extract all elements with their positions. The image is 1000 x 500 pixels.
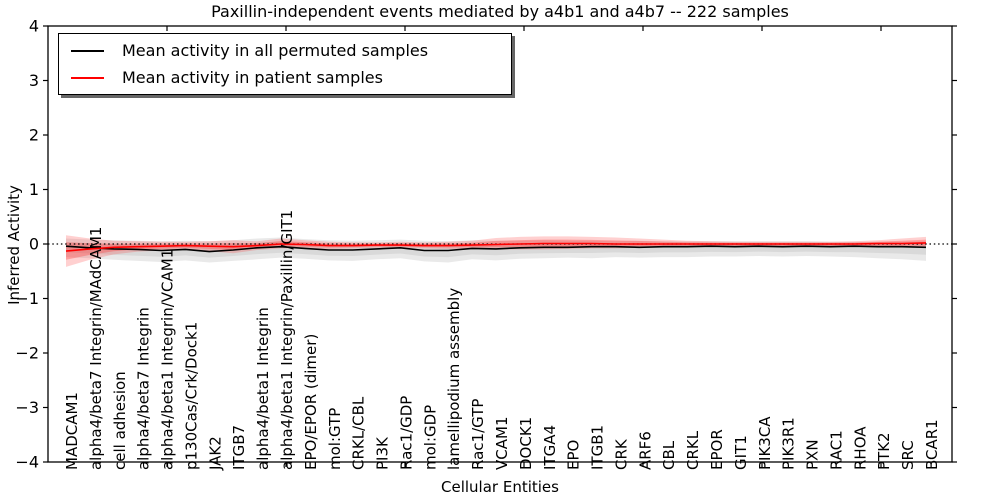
legend-label: Mean activity in patient samples [122, 68, 383, 87]
x-tick-label: PTK2 [875, 432, 893, 470]
x-tick-label: ITGB1 [589, 425, 607, 470]
x-tick-label: ARF6 [636, 431, 654, 470]
x-tick-label: Rac1/GDP [397, 396, 415, 470]
x-tick-label: JAK2 [206, 436, 224, 471]
y-tick-label: −1 [15, 289, 39, 308]
x-tick-label: EPO [565, 440, 583, 470]
x-tick-label: CRKL/CBL [350, 396, 368, 470]
x-tick-label: EPO/EPOR (dimer) [302, 334, 320, 470]
x-tick-label: alpha4/beta1 Integrin [254, 307, 272, 470]
x-tick-label: alpha4/beta7 Integrin [135, 307, 153, 470]
legend-label: Mean activity in all permuted samples [122, 41, 429, 60]
x-tick-label: alpha4/beta7 Integrin/MAdCAM1 [87, 227, 105, 470]
x-tick-label: alpha4/beta1 Integrin/Paxillin/GIT1 [278, 210, 296, 470]
x-tick-label: ITGA4 [541, 425, 559, 470]
x-tick-label: DOCK1 [517, 417, 535, 470]
y-tick-label: 0 [29, 235, 39, 254]
y-tick-label: 2 [29, 126, 39, 145]
x-tick-label: MADCAM1 [63, 392, 81, 470]
x-tick-label: GIT1 [732, 435, 750, 470]
patient-line-swatch [71, 76, 104, 79]
x-tick-label: PXN [804, 439, 822, 470]
x-tick-label: PIK3R1 [780, 417, 798, 470]
x-axis-label: Cellular Entities [441, 478, 559, 496]
x-tick-label: mol:GDP [421, 405, 439, 470]
legend: Mean activity in all permuted samples Me… [58, 33, 512, 95]
x-tick-label: alpha4/beta1 Integrin/VCAM1 [159, 249, 177, 470]
permuted-line-swatch [71, 49, 104, 52]
x-tick-label: EPOR [708, 429, 726, 470]
x-tick-label: p130Cas/Crk/Dock1 [182, 322, 200, 470]
y-tick-label: −3 [15, 398, 39, 417]
legend-entry-patient: Mean activity in patient samples [59, 68, 511, 87]
x-tick-label: RAC1 [827, 430, 845, 470]
legend-entry-permuted: Mean activity in all permuted samples [59, 41, 511, 60]
x-tick-label: cell adhesion [111, 371, 129, 470]
x-tick-label: RHOA [851, 426, 869, 470]
y-tick-label: −4 [15, 453, 39, 472]
chart-title: Paxillin-independent events mediated by … [211, 2, 789, 21]
x-tick-label: PIK3CA [756, 416, 774, 470]
permuted-mean-line [65, 245, 927, 253]
x-tick-label: ITGB7 [230, 425, 248, 470]
x-tick-label: VCAM1 [493, 417, 511, 470]
y-axis-label: Inferred Activity [5, 185, 23, 305]
patient-mean-line [65, 242, 927, 252]
x-tick-label: BCAR1 [923, 419, 941, 470]
y-tick-label: 1 [29, 180, 39, 199]
x-tick-label: lamellipodium assembly [445, 288, 463, 470]
y-tick-label: 3 [29, 71, 39, 90]
x-tick-label: PI3K [374, 436, 392, 470]
x-tick-label: SRC [899, 440, 917, 470]
y-tick-label: 4 [29, 17, 39, 36]
x-tick-label: CRK [612, 438, 630, 470]
x-tick-label: mol:GTP [326, 408, 344, 470]
x-tick-label: Rac1/GTP [469, 399, 487, 470]
x-tick-label: CRKL [684, 430, 702, 470]
x-tick-label: CBL [660, 440, 678, 470]
y-tick-label: −2 [15, 344, 39, 363]
